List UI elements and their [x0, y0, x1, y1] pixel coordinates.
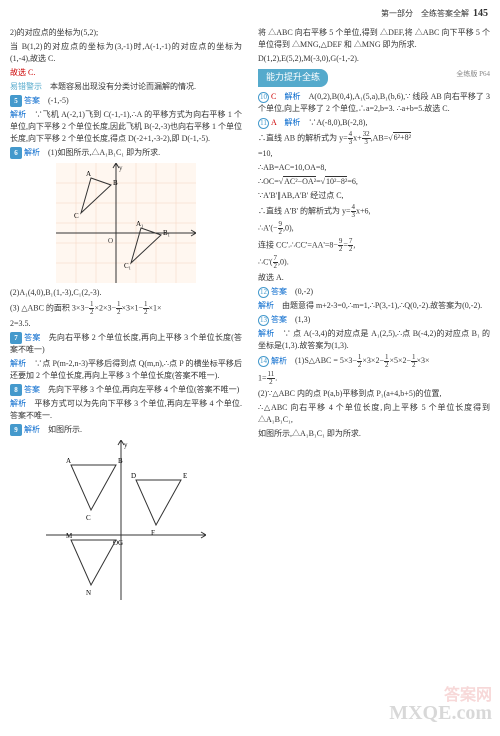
q14-num: 14 — [258, 356, 269, 367]
q14-d: ∴△ABC 向右平移 4 个单位长度,向上平移 5 个单位长度得到 △A₁B₁C… — [258, 402, 490, 426]
answer-label: 答案 — [24, 96, 40, 105]
q5-explain: ∵飞机 A(-2,1)飞到 C(-1,-1),∴A 的平移方式为向右平移 1 个… — [10, 110, 242, 143]
q12-answer: (0,-2) — [295, 287, 313, 296]
q6-text: (1)如图所示,△A₁B₁C₁ 即为所求. — [48, 148, 160, 157]
explain-label: 解析 — [284, 92, 300, 101]
text: 将 △ABC 向右平移 5 个单位,得到 △DEF,将 △ABC 向下平移 5 … — [258, 27, 490, 51]
explain-label: 解析 — [258, 329, 275, 338]
q11-g: ∴A'(−92,0), — [258, 221, 490, 236]
q12-num: 12 — [258, 287, 269, 298]
figure-2: xy O ABC DEF MNG — [46, 440, 206, 600]
page-ref: 全练版 P64 — [456, 69, 490, 80]
svg-text:G: G — [118, 539, 123, 547]
q13-num: 13 — [258, 315, 269, 326]
svg-text:E: E — [183, 472, 187, 480]
q11-answer: A — [271, 118, 276, 127]
svg-text:F: F — [151, 529, 155, 537]
q8-num: 8 — [10, 384, 22, 396]
q10-num: 10 — [258, 92, 269, 103]
q7-answer: 先向右平移 2 个单位长度,再向上平移 3 个单位长度(答案不唯一) — [10, 333, 242, 354]
explain-label: 解析 — [24, 148, 40, 157]
q11-h: 连接 CC'.∴CC'=AA'=8−92=72, — [258, 238, 490, 253]
explain-label: 解析 — [10, 110, 26, 119]
q11-c: ∴AB=AC=10,OA=8, — [258, 162, 490, 174]
q5-num: 5 — [10, 95, 22, 107]
warn-label: 易错警示 — [10, 82, 42, 91]
q11-a: ∵A(-8,0),B(-2,8), — [308, 118, 367, 127]
q6-line3: (3) △ABC 的面积 3×3−12×2×3−12×3×1−12×1× — [10, 301, 242, 316]
q13-explain: ∵ 点 A(-3,4)的对应点是 A₁(2,5),∴点 B(-4,2)的对应点 … — [258, 329, 490, 350]
svg-text:A: A — [86, 170, 91, 178]
explain-label: 解析 — [284, 118, 300, 127]
svg-text:C₁: C₁ — [124, 262, 131, 270]
q11-i: ∴C'(72,0). — [258, 255, 490, 270]
svg-text:O: O — [108, 237, 113, 245]
q9-num: 9 — [10, 424, 22, 436]
q8-explain: 平移方式可以为先向下平移 3 个单位,再向左平移 4 个单位.答案不唯一. — [10, 399, 242, 420]
answer-label: 答案 — [24, 385, 40, 394]
explain-label: 解析 — [271, 356, 287, 365]
section-header: 能力提升全练 — [258, 69, 328, 87]
svg-text:y: y — [124, 441, 128, 449]
q6-line4: 2=3.5. — [10, 318, 242, 330]
answer-choice: 故选 C. — [10, 67, 242, 79]
svg-text:B: B — [118, 457, 123, 465]
q14-b: 1=112. — [258, 371, 490, 386]
q11-j: 故选 A. — [258, 272, 490, 284]
svg-text:B₁: B₁ — [163, 229, 170, 237]
q7-explain: ∵点 P(m-2,n-3)平移后得到点 Q(m,n),∴点 P 的横坐标平移后还… — [10, 359, 242, 380]
explain-label: 解析 — [10, 399, 26, 408]
svg-text:y: y — [119, 164, 123, 172]
q6-line2: (2)A₁(4,0),B₁(1,-3),C₁(2,-3). — [10, 287, 242, 299]
text: 2)的对应点的坐标为(5,2); — [10, 27, 242, 39]
q7-num: 7 — [10, 332, 22, 344]
svg-text:B: B — [113, 179, 118, 187]
explain-label: 解析 — [258, 301, 274, 310]
q12-explain: 由题意得 m+2-3=0,∴m=1,∴P(3,-1),∴Q(0,-2).故答案为… — [282, 301, 482, 310]
svg-text:A: A — [66, 457, 71, 465]
q13-answer: (1,3) — [295, 315, 310, 324]
text: 当 B(1,2)的对应点的坐标为(3,-1)时,A(-1,-1)的对应点的坐标为… — [10, 41, 242, 65]
q11-num: 11 — [258, 118, 269, 129]
answer-label: 答案 — [271, 315, 287, 324]
svg-text:C: C — [74, 212, 79, 220]
q14-e: 如图所示,△A₁B₁C₁ 即为所求. — [258, 428, 490, 440]
explain-label: 解析 — [24, 425, 40, 434]
answer-label: 答案 — [271, 287, 287, 296]
q11-b: ∴直线 AB 的解析式为 y=43x+323,AB=√6²+8² — [258, 131, 490, 146]
svg-text:M: M — [66, 532, 73, 540]
q11-f: ∴直线 A'B' 的解析式为 y=43x+6, — [258, 204, 490, 219]
q11-d: ∴OC=√AC²−OA²=√10²−8²=6, — [258, 176, 490, 188]
q11-e: ∵A'B'∥AB,A'B' 经过点 C, — [258, 190, 490, 202]
svg-text:N: N — [86, 589, 91, 597]
q14-c: (2)∵△ABC 内的点 P(a,b)平移到点 P₁(a+4,b+5)的位置, — [258, 388, 490, 400]
q8-answer: 先向下平移 3 个单位,再向左平移 4 个单位(答案不唯一) — [48, 385, 239, 394]
q9-text: 如图所示. — [48, 425, 82, 434]
text: D(1,2),E(5,2),M(-3,0),G(-1,-2). — [258, 53, 490, 65]
q10-answer: C — [271, 92, 276, 101]
watermark-2: MXQE.com — [389, 698, 492, 728]
q14-a: (1)S△ABC = 5×3−12×3×2−12×5×2−12×3× — [295, 356, 430, 365]
q11-b2: =10, — [258, 148, 490, 160]
svg-text:A₁: A₁ — [136, 220, 144, 228]
answer-label: 答案 — [24, 333, 41, 342]
page-number: 145 — [473, 8, 488, 19]
q6-num: 6 — [10, 147, 22, 159]
warn-text: 本题容易出现没有分类讨论而漏解的情况. — [50, 82, 196, 91]
svg-text:C: C — [86, 514, 91, 522]
q5-answer: (-1,-5) — [48, 96, 69, 105]
svg-text:D: D — [131, 472, 136, 480]
explain-label: 解析 — [10, 359, 26, 368]
section-title: 第一部分 全练答案全解 — [381, 9, 469, 18]
figure-1: x y O ABC A₁B₁C₁ — [56, 163, 196, 283]
